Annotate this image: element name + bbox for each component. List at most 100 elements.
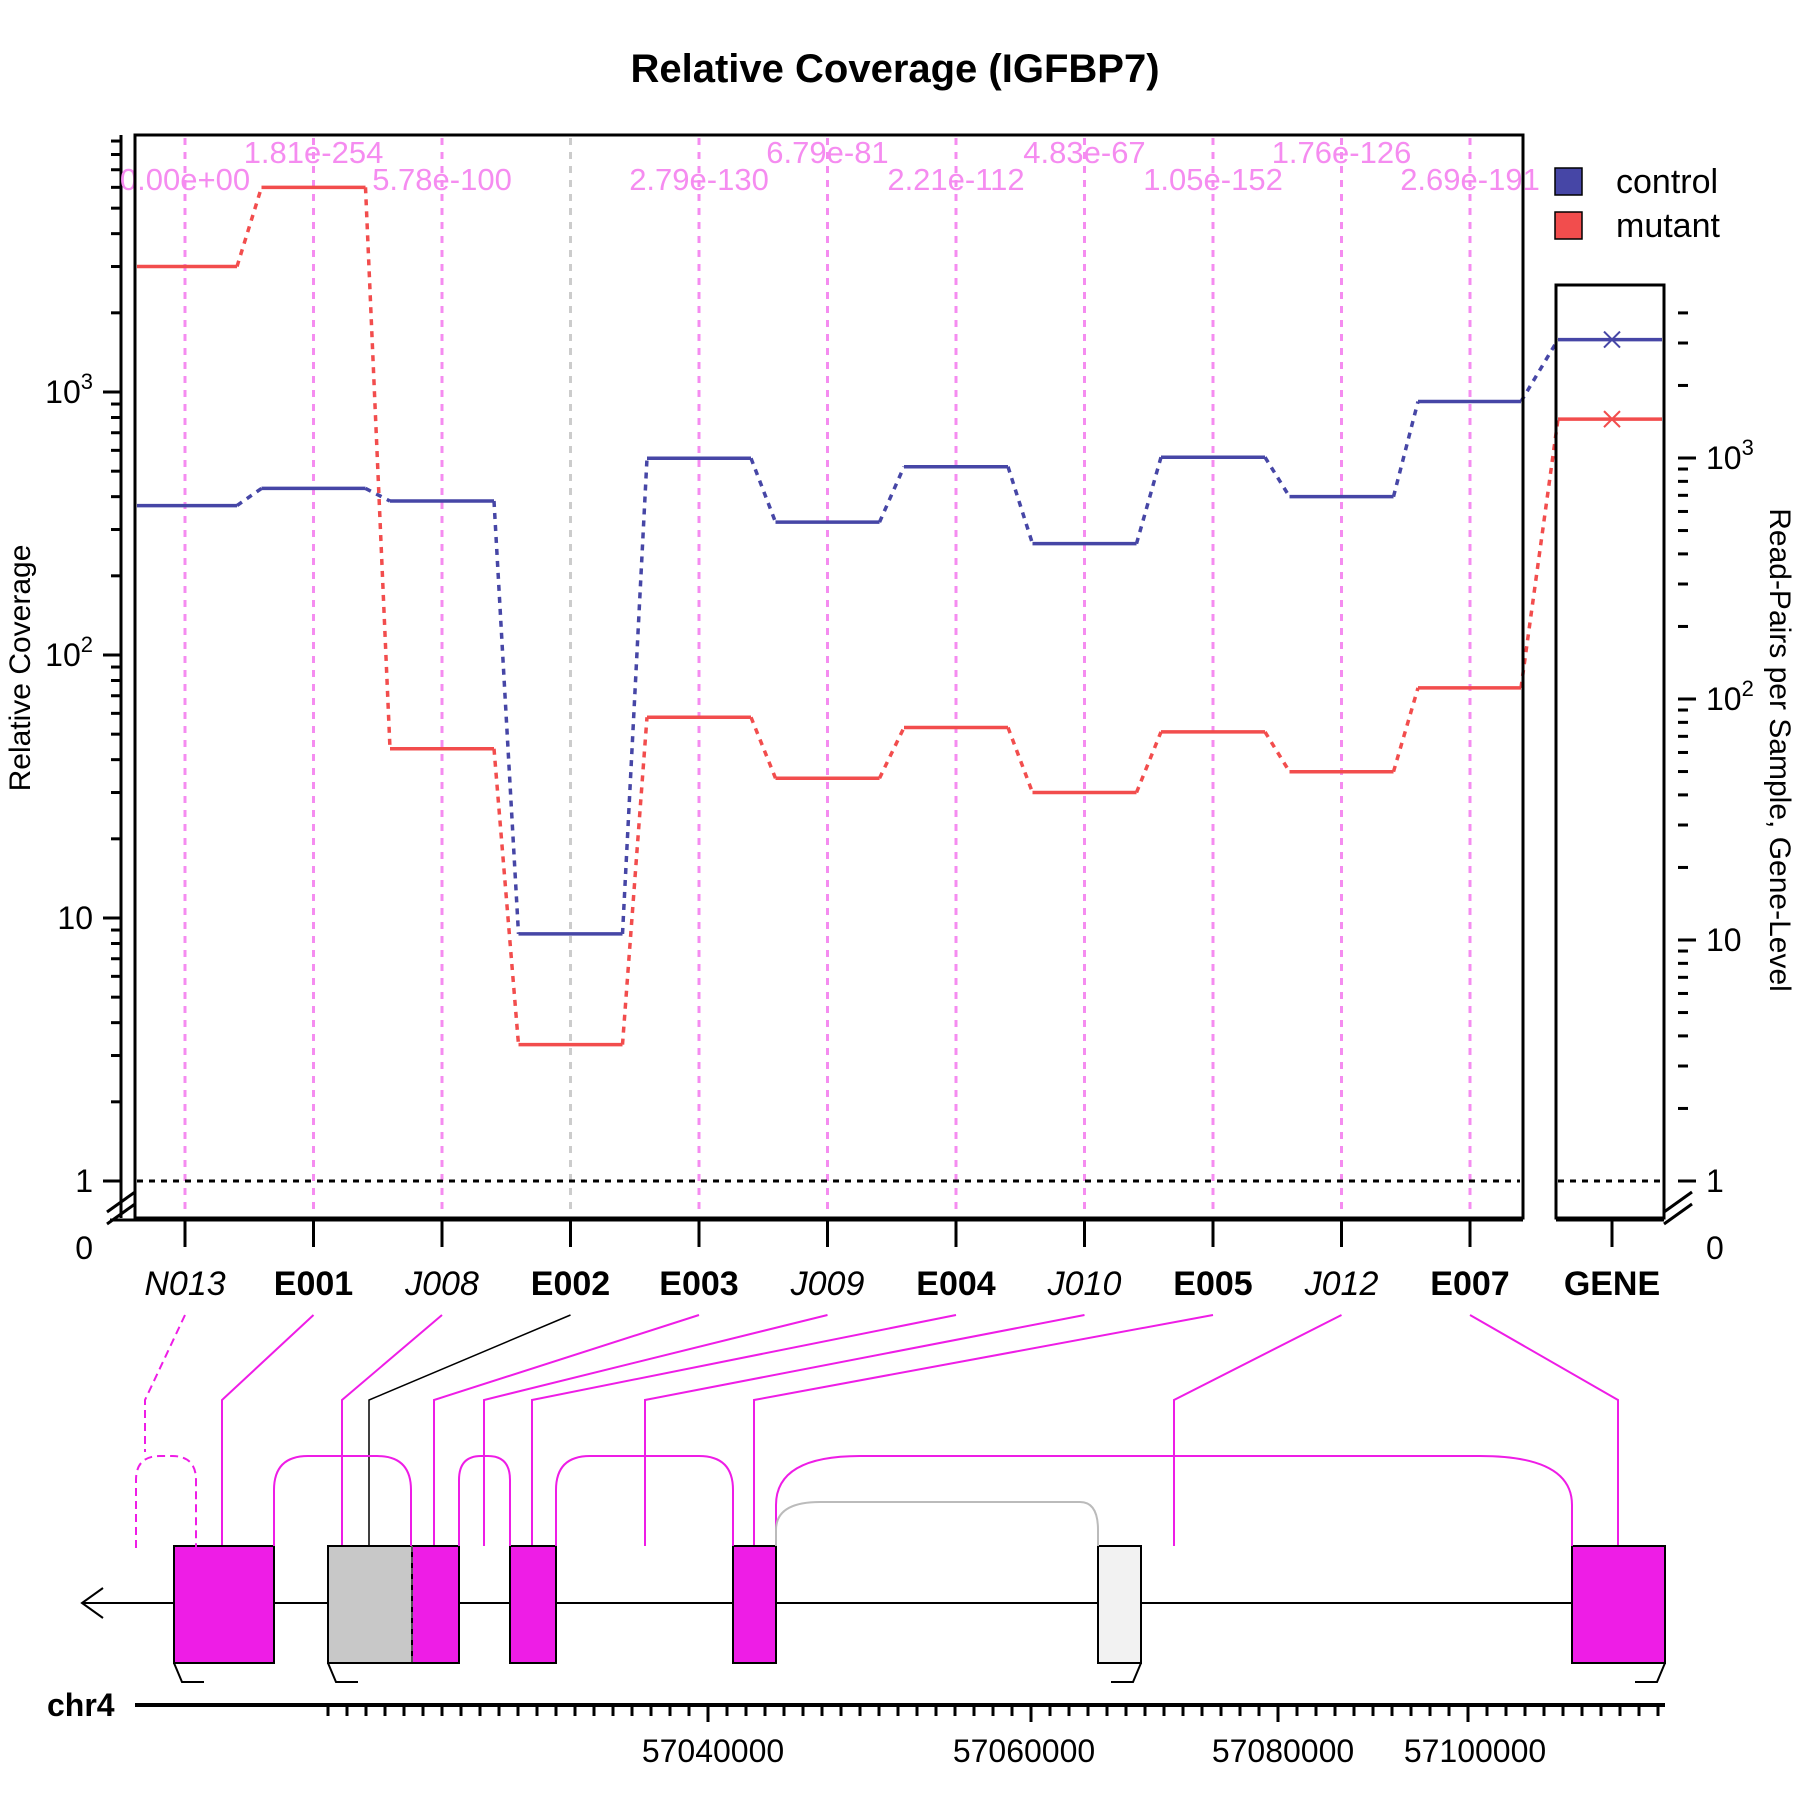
y-tick-label: 102 <box>45 632 93 673</box>
mutant-connector <box>363 187 392 749</box>
y-tick-label: 0 <box>1706 1230 1724 1266</box>
y-tick-label: 10 <box>1706 922 1742 958</box>
transcript-end-mark <box>1635 1662 1666 1683</box>
gene-model <box>80 1455 1666 1683</box>
mutant-connector <box>1006 726 1035 794</box>
connector-e004 <box>531 1314 957 1546</box>
y-tick-label: 0 <box>75 1230 93 1266</box>
genomic-tick-labels: 57040000 57060000 57080000 57100000 <box>642 1733 1546 1769</box>
feature-label-e002: E002 <box>531 1265 610 1303</box>
chromosome-label: chr4 <box>47 1687 115 1723</box>
junction-arc-inactive <box>775 1501 1099 1546</box>
control-connector <box>1134 456 1163 545</box>
pvalue-label-e003: 2.79e-130 <box>629 162 769 197</box>
junction-arc-N013 <box>135 1455 197 1548</box>
feature-label-e003: E003 <box>659 1265 738 1303</box>
pvalue-label-e007: 2.69e-191 <box>1400 162 1540 197</box>
pvalue-label-j008: 5.78e-100 <box>372 162 512 197</box>
gene-level-markers <box>1558 330 1662 428</box>
pvalue-label-j010: 4.83e-67 <box>1023 135 1145 170</box>
legend-swatch-control <box>1554 167 1583 196</box>
exon-E001 <box>411 1545 460 1664</box>
connector-j012 <box>1173 1314 1342 1546</box>
feature-label-j012: J012 <box>1304 1265 1379 1303</box>
transcript-end-mark <box>1111 1662 1142 1683</box>
pvalue-label-j012: 1.76e-126 <box>1272 135 1412 170</box>
y-tick-label: 103 <box>45 369 93 410</box>
y-axis-left-label: Relative Coverage <box>4 545 37 792</box>
pvalue-label-n013: 0.00e+00 <box>120 162 250 197</box>
connector-e005 <box>753 1314 1214 1546</box>
connector-j008 <box>341 1314 443 1546</box>
exon-inactive <box>1097 1545 1142 1664</box>
pvalue-label-e005: 1.05e-152 <box>1143 162 1283 197</box>
genomic-tick-label: 57080000 <box>1212 1733 1354 1769</box>
feature-label-j009: J009 <box>790 1265 865 1303</box>
main-frame <box>133 133 1525 1220</box>
junction-arc-J008 <box>273 1455 412 1546</box>
control-connector <box>364 486 391 503</box>
y-tick-label: 1 <box>75 1163 93 1199</box>
junction-arc-J012 <box>775 1455 1573 1546</box>
pvalue-label-j009: 6.79e-81 <box>766 135 888 170</box>
control-connector <box>1006 466 1035 545</box>
main-plot-border <box>133 133 1525 1220</box>
gene-plot-border <box>1554 283 1666 1220</box>
genomic-tick-label: 57100000 <box>1404 1733 1546 1769</box>
transcript-end-mark <box>173 1662 204 1683</box>
strand-arrow-icon <box>80 1587 104 1619</box>
legend-swatch-mutant <box>1554 211 1583 240</box>
axis-break-mark <box>106 1190 136 1214</box>
feature-label-j008: J008 <box>404 1265 479 1303</box>
control-connector <box>492 500 521 935</box>
connector-e001 <box>221 1314 315 1546</box>
mutant-connector <box>749 716 778 779</box>
feature-label-e004: E004 <box>916 1265 995 1303</box>
feature-label-e001: E001 <box>274 1265 353 1303</box>
pvalue-label-e001: 1.81e-254 <box>244 135 384 170</box>
connector-e007 <box>1469 1314 1619 1546</box>
feature-guides <box>183 138 1472 1216</box>
exon-E003 <box>509 1545 557 1664</box>
control-gene-connector <box>1519 338 1560 403</box>
feature-label-e005: E005 <box>1173 1265 1252 1303</box>
exon-E002 <box>327 1545 413 1664</box>
genomic-axis: chr4 <box>47 1687 1665 1723</box>
y-tick-label: 103 <box>1706 435 1754 476</box>
mutant-gene-connector <box>1519 418 1560 689</box>
feature-label-j010: J010 <box>1047 1265 1122 1303</box>
gene-x-label: GENE <box>1564 1265 1660 1303</box>
pvalue-label-e004: 2.21e-112 <box>887 162 1024 197</box>
connector-n013 <box>144 1314 186 1452</box>
mutant-connector <box>235 186 264 268</box>
mutant-connector <box>1134 731 1163 794</box>
legend-label-control: control <box>1616 163 1718 201</box>
y-tick-label: 10 <box>57 900 93 936</box>
mutant-connector <box>1391 687 1420 773</box>
x-axis-features: GENE N013 E001 J008 E002 E003 J009 E004 J010 E00… <box>110 1218 1664 1303</box>
connector-e002 <box>368 1314 571 1546</box>
genomic-tick-label: 57040000 <box>642 1733 784 1769</box>
y-axis-right-label: Read-Pairs per Sample, Gene-Level <box>1763 508 1796 992</box>
gene-panel <box>1554 283 1666 1220</box>
feature-connectors <box>144 1314 1619 1546</box>
y-axis-right-ticks: 0 1 10 102 103 <box>1663 311 1754 1266</box>
y-tick-label: 1 <box>1706 1163 1724 1199</box>
exon-E005 <box>1571 1545 1666 1664</box>
legend-label-mutant: mutant <box>1616 207 1720 245</box>
connector-j009 <box>483 1314 828 1546</box>
axis-break-mark <box>1663 1190 1693 1214</box>
control-connector <box>620 458 649 934</box>
control-connector <box>1263 456 1291 498</box>
control-connector <box>877 465 906 523</box>
mutant-connector <box>1263 730 1291 773</box>
connector-j010 <box>644 1314 1085 1546</box>
exon-E007 <box>173 1545 275 1664</box>
legend: control mutant <box>1554 163 1720 245</box>
control-connector <box>1391 401 1420 498</box>
genomic-tick-label: 57060000 <box>953 1733 1095 1769</box>
y-tick-label: 102 <box>1706 676 1754 717</box>
series-lines <box>137 185 1560 1047</box>
